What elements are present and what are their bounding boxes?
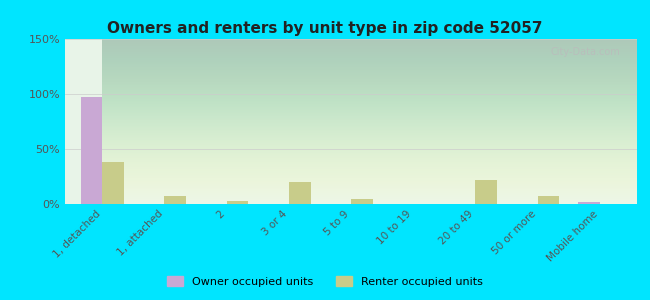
Bar [351,199,372,204]
Legend: Owner occupied units, Renter occupied units: Owner occupied units, Renter occupied un… [162,272,488,291]
Bar [164,196,187,204]
Bar [538,196,559,204]
Bar [578,202,600,204]
Text: Owners and renters by unit type in zip code 52057: Owners and renters by unit type in zip c… [107,21,543,36]
Bar [227,201,248,204]
Text: City-Data.com: City-Data.com [550,47,620,57]
Bar [102,162,124,204]
Bar [289,182,311,204]
Bar [81,97,102,204]
Bar [475,180,497,204]
